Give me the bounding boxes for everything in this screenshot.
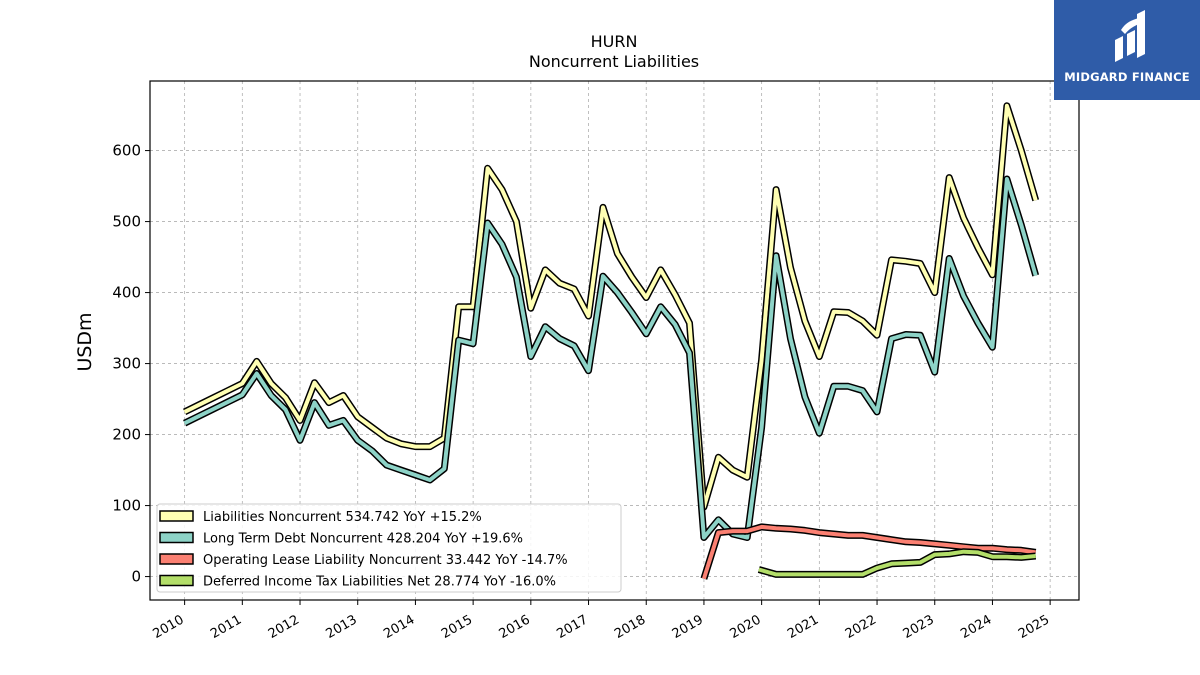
x-tick-label: 2020 xyxy=(727,612,763,642)
series-line-long-term-debt-noncurrent xyxy=(183,177,1038,540)
y-tick-label: 500 xyxy=(112,213,141,231)
x-tick-label: 2018 xyxy=(612,612,648,642)
x-tick-label: 2017 xyxy=(554,612,590,642)
plot-frame xyxy=(149,80,1080,601)
series-line-deferred-income-tax-liabilities-net xyxy=(758,549,1036,577)
x-tick-label: 2016 xyxy=(497,612,533,642)
midgard-finance-logo: MIDGARD FINANCE xyxy=(1054,0,1200,100)
chart-subtitle: Noncurrent Liabilities xyxy=(529,52,699,71)
x-tick-label: 2013 xyxy=(324,612,360,642)
x-tick-label: 2025 xyxy=(1016,612,1052,642)
series-line-operating-lease-liability-noncurrent xyxy=(701,524,1036,580)
y-tick-label: 300 xyxy=(112,355,141,373)
legend-entry: Liabilities Noncurrent 534.742 YoY +15.2… xyxy=(203,510,482,525)
midgard-logo-icon xyxy=(1115,10,1145,62)
x-tick-label: 2022 xyxy=(843,612,879,642)
x-tick-label: 2014 xyxy=(381,612,417,642)
y-tick-label: 100 xyxy=(112,497,141,515)
logo-text: MIDGARD FINANCE xyxy=(1064,70,1190,84)
y-tick-label: 200 xyxy=(112,426,141,444)
legend-entry: Long Term Debt Noncurrent 428.204 YoY +1… xyxy=(203,532,523,547)
y-tick-label: 600 xyxy=(112,142,141,160)
x-tick-label: 2023 xyxy=(901,612,937,642)
series-line-liabilities-noncurrent xyxy=(183,103,1038,509)
x-tick-label: 2012 xyxy=(266,612,302,642)
x-tick-label: 2011 xyxy=(208,612,244,642)
x-tick-label: 2024 xyxy=(958,612,994,642)
x-tick-label: 2021 xyxy=(785,612,821,642)
legend: Liabilities Noncurrent 534.742 YoY +15.2… xyxy=(156,503,622,593)
x-tick-label: 2015 xyxy=(439,612,475,642)
y-tick-label: 0 xyxy=(131,568,141,586)
series-outline-liabilities-noncurrent xyxy=(183,102,1040,511)
legend-swatch xyxy=(159,574,194,587)
legend-swatch xyxy=(159,510,194,522)
x-tick-label: 2010 xyxy=(150,612,186,642)
y-axis-label: USDm xyxy=(74,312,96,371)
chart-title: HURN xyxy=(591,32,638,51)
series-layer xyxy=(183,102,1040,580)
legend-box xyxy=(156,503,622,593)
legend-swatch xyxy=(159,553,194,565)
x-tick-label: 2019 xyxy=(670,612,706,642)
legend-entry: Deferred Income Tax Liabilities Net 28.7… xyxy=(203,575,556,590)
legend-swatch xyxy=(159,531,194,544)
legend-entry: Operating Lease Liability Noncurrent 33.… xyxy=(203,553,568,568)
y-tick-label: 400 xyxy=(112,284,141,302)
